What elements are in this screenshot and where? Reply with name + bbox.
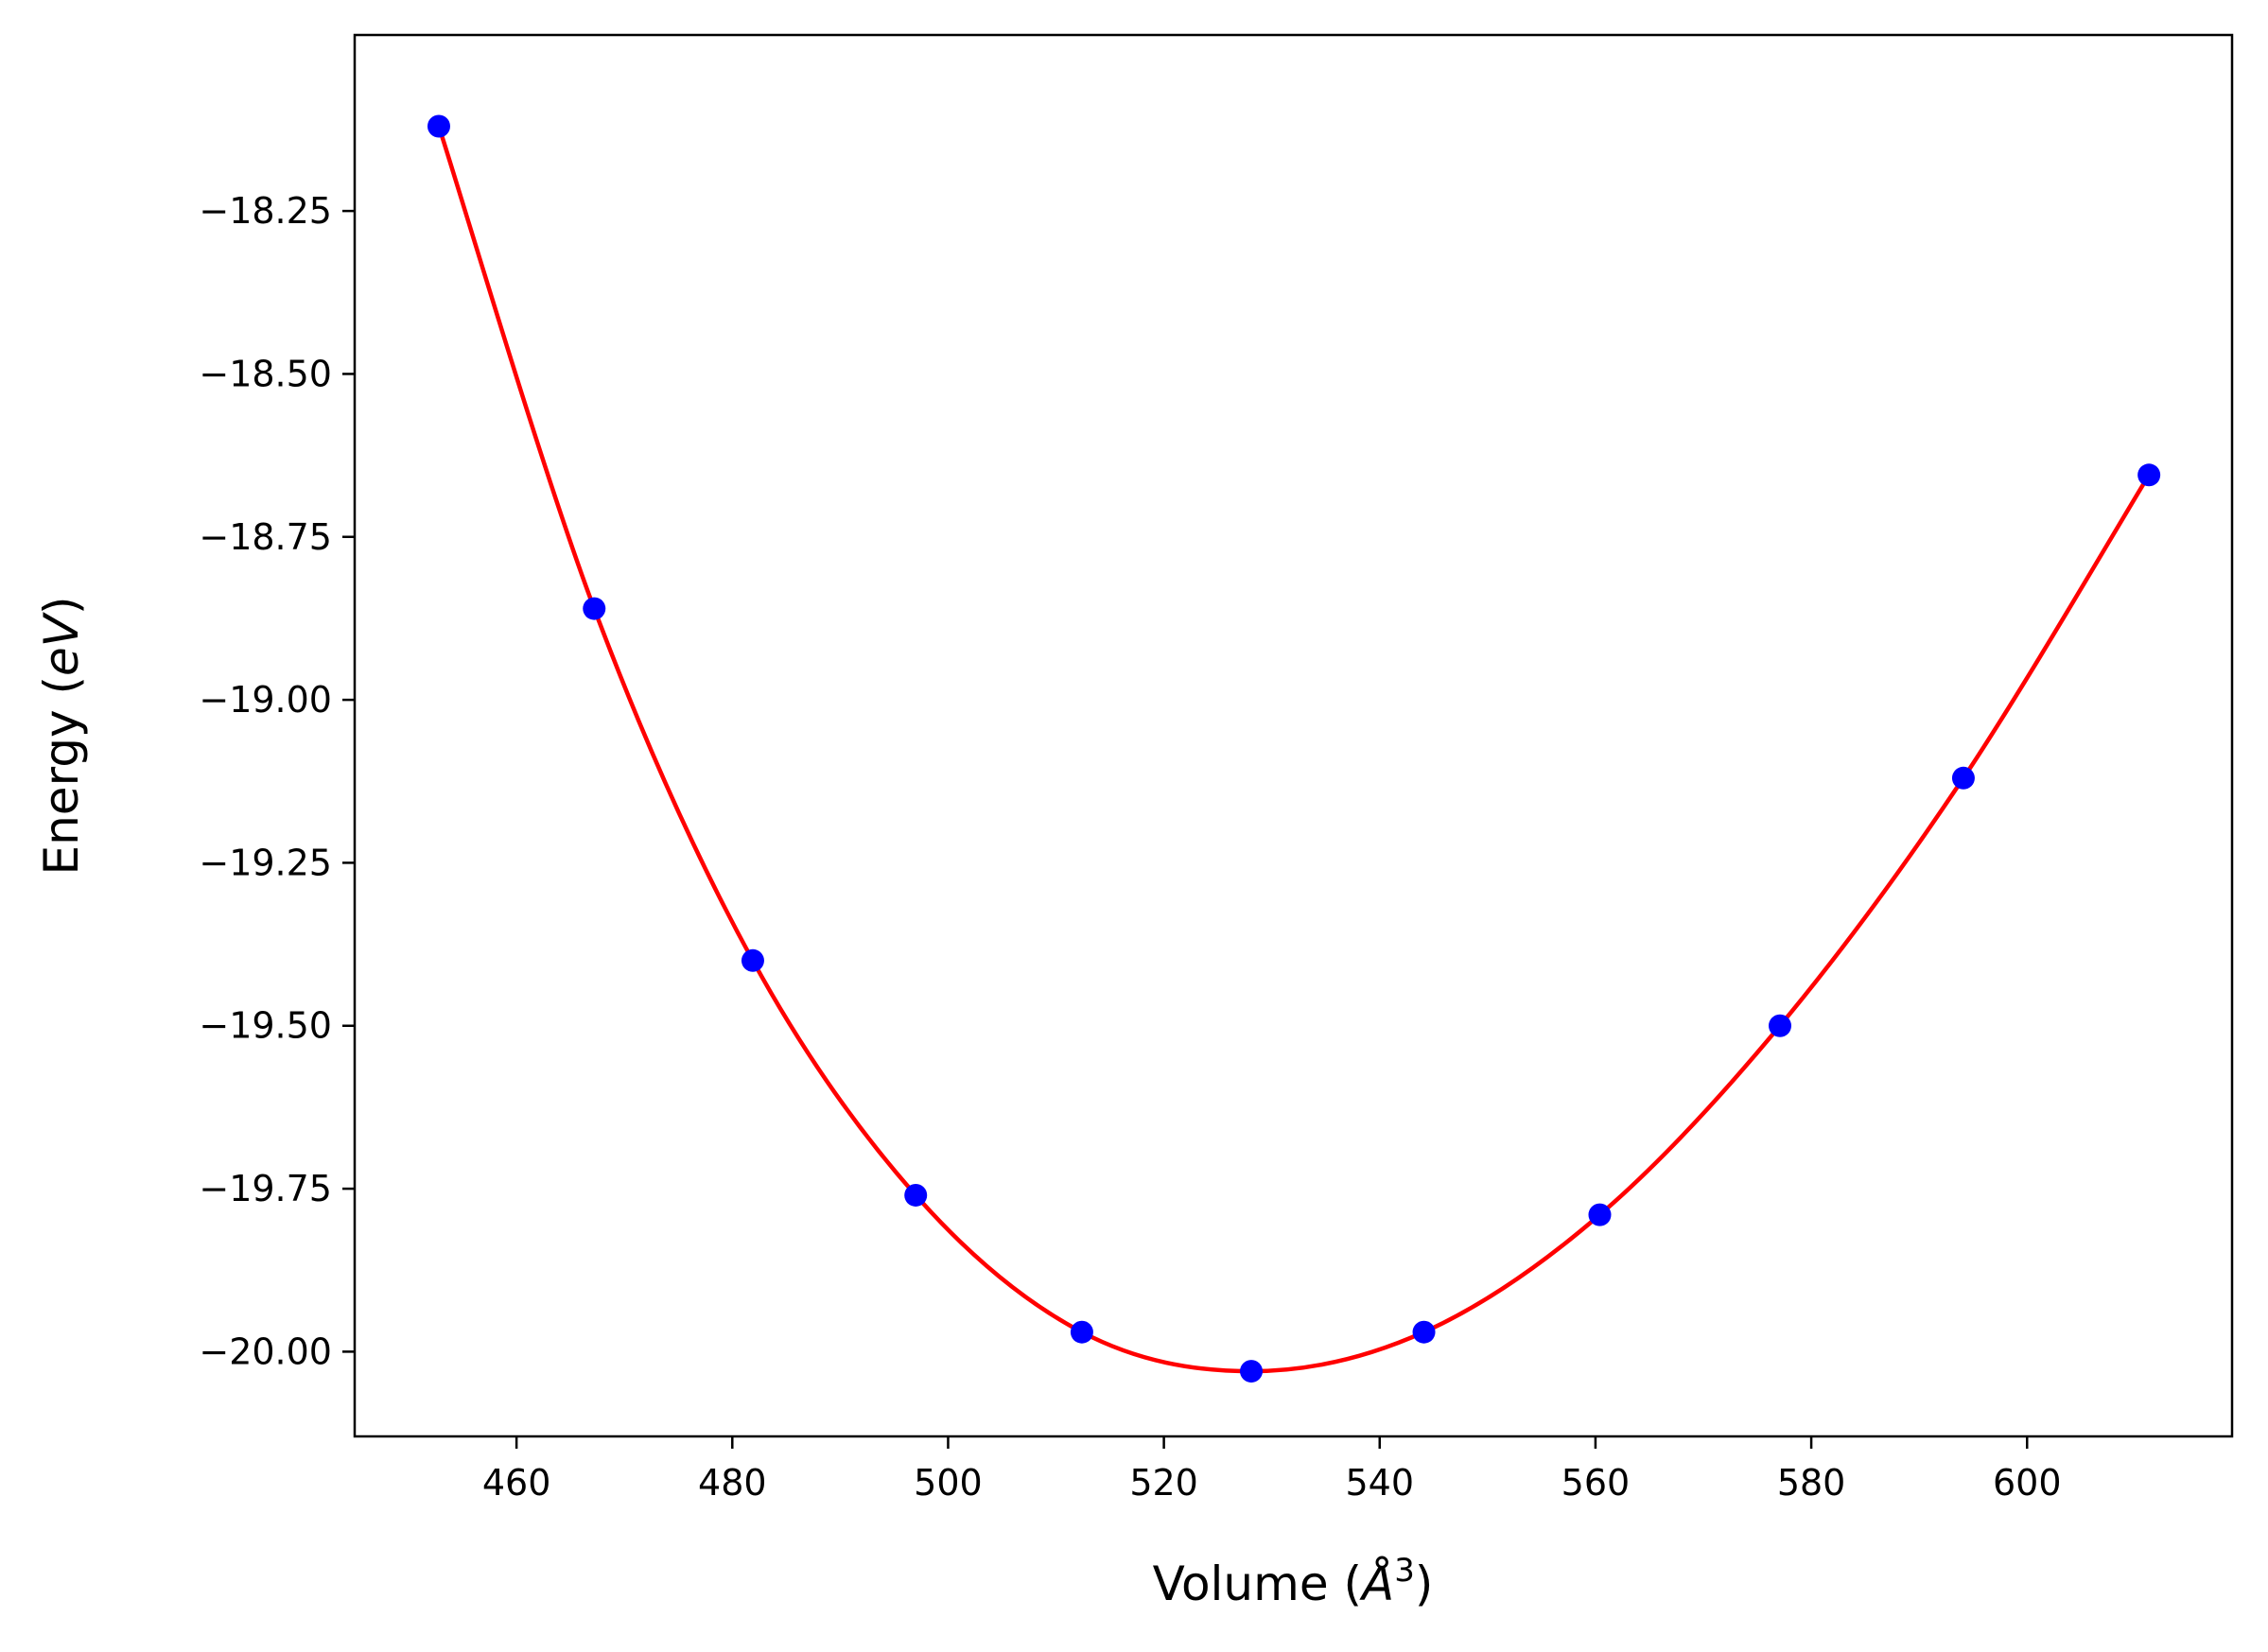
y-axis-label: Energy (eV) xyxy=(34,597,89,876)
x-tick-label: 480 xyxy=(698,1462,767,1504)
data-point xyxy=(427,114,450,138)
data-point xyxy=(1951,766,1975,790)
plot-frame xyxy=(353,33,2234,1438)
x-tick-label: 560 xyxy=(1561,1462,1631,1504)
x-tick-label: 500 xyxy=(914,1462,983,1504)
x-axis-label-close: ) xyxy=(1415,1556,1434,1611)
y-axis: −18.25 −18.50 −18.75 −19.00 −19.25 −19.50 −19.… xyxy=(199,190,355,1372)
y-tick-label: −19.25 xyxy=(199,842,332,883)
data-point xyxy=(1070,1320,1093,1344)
y-tick-label: −19.50 xyxy=(199,1005,332,1047)
data-point xyxy=(583,597,606,620)
y-axis-label-text: Energy ( xyxy=(34,676,89,875)
y-tick-label: −19.00 xyxy=(199,679,332,721)
data-point xyxy=(1769,1014,1792,1037)
x-axis: 460 480 500 520 540 560 580 600 xyxy=(482,1436,2062,1504)
data-point xyxy=(2137,463,2161,487)
x-tick-label: 580 xyxy=(1777,1462,1846,1504)
x-tick-label: 540 xyxy=(1345,1462,1414,1504)
y-tick-label: −18.75 xyxy=(199,516,332,558)
y-tick-label: −20.00 xyxy=(199,1330,332,1372)
y-tick-label: −19.75 xyxy=(199,1168,332,1209)
x-tick-label: 520 xyxy=(1129,1462,1198,1504)
data-point xyxy=(1588,1203,1612,1226)
y-axis-label-close: ) xyxy=(34,597,89,616)
x-axis-label-unit: Å xyxy=(1359,1556,1394,1611)
x-axis-label-superscript: 3 xyxy=(1394,1552,1415,1590)
data-point xyxy=(1412,1320,1436,1344)
x-tick-label: 600 xyxy=(1993,1462,2062,1504)
data-point xyxy=(741,948,764,972)
y-axis-label-unit: eV xyxy=(34,611,89,676)
x-tick-label: 460 xyxy=(482,1462,551,1504)
y-tick-label: −18.25 xyxy=(199,190,332,232)
y-tick-label: −18.50 xyxy=(199,353,332,394)
x-axis-label-text: Volume ( xyxy=(1153,1556,1362,1611)
data-point xyxy=(1240,1360,1264,1383)
data-point xyxy=(904,1183,928,1207)
fit-curve xyxy=(436,125,2152,1374)
x-axis-label: Volume (Å3) xyxy=(1153,1552,1434,1611)
plot-area xyxy=(427,114,2161,1383)
